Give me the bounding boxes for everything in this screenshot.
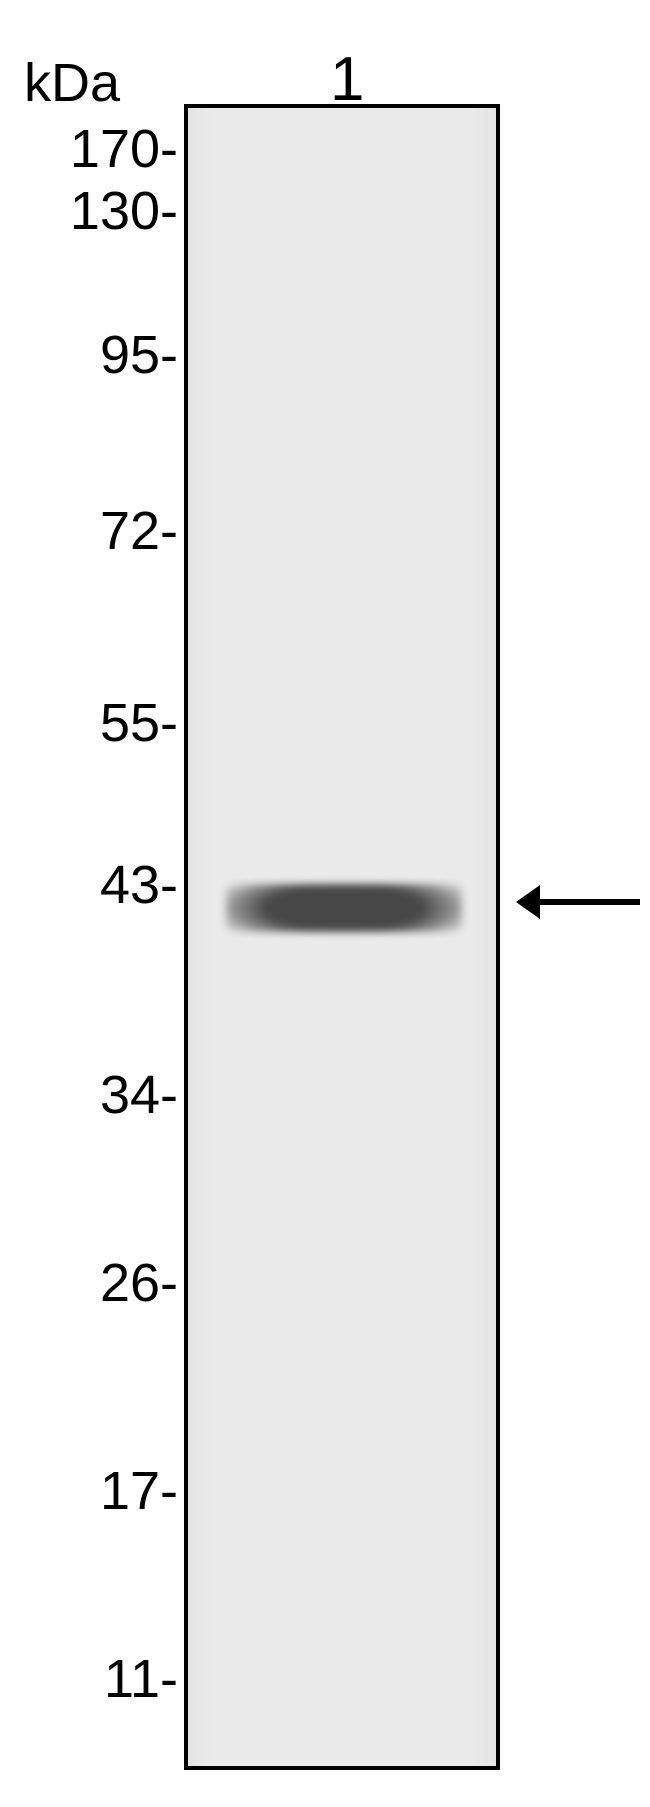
- marker-130: 130-: [70, 180, 178, 242]
- marker-72: 72-: [100, 500, 178, 562]
- marker-170: 170-: [70, 118, 178, 180]
- western-blot-figure: kDa 1 170-130-95-72-55-43-34-26-17-11-: [0, 0, 650, 1807]
- marker-95: 95-: [100, 324, 178, 386]
- arrow-head-icon: [516, 885, 540, 919]
- marker-11: 11-: [104, 1648, 178, 1710]
- marker-17: 17-: [100, 1460, 178, 1522]
- marker-26: 26-: [100, 1252, 178, 1314]
- marker-43: 43-: [100, 854, 178, 916]
- marker-55: 55-: [100, 692, 178, 754]
- arrow-shaft: [540, 899, 640, 905]
- marker-34: 34-: [100, 1064, 178, 1126]
- band-indicator-arrow: [0, 0, 650, 1807]
